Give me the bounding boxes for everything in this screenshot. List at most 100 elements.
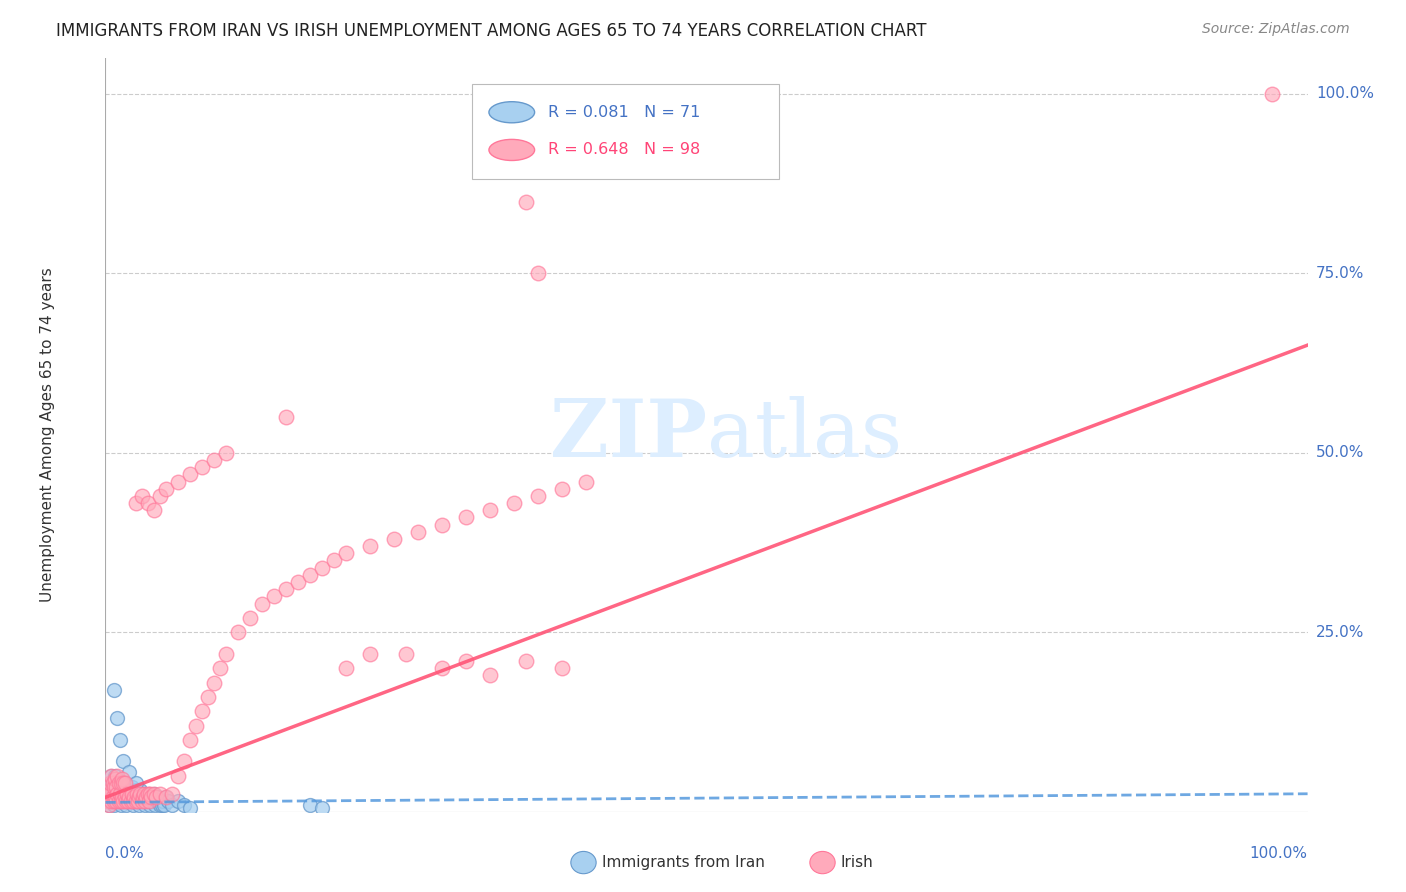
Point bbox=[134, 797, 156, 812]
Point bbox=[103, 797, 125, 812]
Point bbox=[551, 482, 574, 496]
Point bbox=[1260, 87, 1282, 101]
Ellipse shape bbox=[489, 102, 534, 123]
Point bbox=[107, 794, 129, 808]
Point bbox=[97, 794, 120, 808]
Point bbox=[110, 797, 132, 812]
Point bbox=[148, 790, 170, 805]
Point bbox=[136, 496, 159, 510]
Point bbox=[112, 794, 135, 808]
Point bbox=[122, 794, 145, 808]
Point bbox=[132, 790, 155, 805]
Point bbox=[359, 647, 381, 661]
Point bbox=[139, 790, 162, 805]
Point bbox=[173, 755, 195, 769]
Text: Unemployment Among Ages 65 to 74 years: Unemployment Among Ages 65 to 74 years bbox=[41, 268, 55, 602]
Point bbox=[146, 794, 169, 808]
Point bbox=[135, 790, 157, 805]
Point bbox=[395, 647, 418, 661]
Point bbox=[250, 597, 273, 611]
Point bbox=[97, 794, 120, 808]
Point bbox=[112, 794, 135, 808]
Point bbox=[138, 794, 160, 808]
Point bbox=[503, 496, 526, 510]
Point bbox=[111, 772, 134, 787]
Point bbox=[527, 489, 550, 503]
Point bbox=[124, 790, 146, 805]
Point bbox=[112, 783, 135, 797]
Point bbox=[139, 797, 162, 812]
Point bbox=[125, 794, 148, 808]
Point bbox=[117, 794, 139, 808]
Point bbox=[107, 776, 129, 790]
Point bbox=[111, 787, 134, 801]
Point bbox=[197, 690, 219, 704]
Point bbox=[298, 797, 321, 812]
Point bbox=[202, 675, 225, 690]
Point bbox=[124, 776, 146, 790]
Point bbox=[166, 794, 188, 808]
Point bbox=[143, 797, 166, 812]
Point bbox=[406, 524, 429, 539]
Point bbox=[166, 475, 188, 489]
Point bbox=[107, 787, 129, 801]
Point bbox=[118, 790, 141, 805]
Point bbox=[96, 790, 118, 805]
Point bbox=[148, 489, 170, 503]
Point bbox=[160, 787, 183, 801]
Point bbox=[104, 769, 127, 783]
Point bbox=[115, 797, 138, 812]
Point bbox=[142, 787, 165, 801]
Point bbox=[96, 790, 118, 805]
Point bbox=[107, 783, 129, 797]
Point bbox=[122, 797, 145, 812]
Text: 0.0%: 0.0% bbox=[105, 846, 145, 861]
Point bbox=[274, 409, 297, 424]
Point bbox=[150, 797, 173, 812]
Point bbox=[226, 625, 249, 640]
Point bbox=[98, 797, 121, 812]
Point bbox=[139, 787, 162, 801]
Point bbox=[111, 790, 134, 805]
Text: Immigrants from Iran: Immigrants from Iran bbox=[602, 855, 765, 870]
Point bbox=[108, 780, 131, 794]
Point bbox=[141, 794, 163, 808]
Text: Source: ZipAtlas.com: Source: ZipAtlas.com bbox=[1202, 22, 1350, 37]
Text: R = 0.648   N = 98: R = 0.648 N = 98 bbox=[548, 143, 700, 157]
Point bbox=[263, 590, 285, 604]
Point bbox=[148, 797, 170, 812]
Point bbox=[107, 794, 129, 808]
Point bbox=[104, 772, 127, 787]
Point bbox=[131, 794, 153, 808]
Point bbox=[148, 787, 170, 801]
Point bbox=[121, 780, 143, 794]
Point bbox=[98, 776, 121, 790]
Point bbox=[105, 780, 128, 794]
Point bbox=[100, 794, 122, 808]
Point bbox=[575, 475, 598, 489]
Point bbox=[479, 503, 502, 517]
Point bbox=[155, 790, 177, 805]
Point bbox=[105, 794, 128, 808]
Point bbox=[112, 776, 135, 790]
Point bbox=[131, 489, 153, 503]
Point bbox=[110, 776, 132, 790]
Point bbox=[335, 546, 357, 560]
Point bbox=[156, 794, 179, 808]
Text: 50.0%: 50.0% bbox=[1316, 445, 1364, 460]
Point bbox=[335, 661, 357, 675]
Point bbox=[134, 794, 156, 808]
Point bbox=[239, 611, 262, 625]
Point bbox=[454, 510, 477, 524]
Point bbox=[107, 790, 129, 805]
Point bbox=[117, 794, 139, 808]
Point bbox=[100, 794, 122, 808]
Text: Irish: Irish bbox=[841, 855, 873, 870]
Point bbox=[127, 794, 149, 808]
FancyBboxPatch shape bbox=[472, 85, 779, 178]
Point bbox=[142, 787, 165, 801]
Point bbox=[298, 567, 321, 582]
Point bbox=[124, 794, 146, 808]
Point bbox=[515, 194, 537, 209]
Point bbox=[118, 783, 141, 797]
